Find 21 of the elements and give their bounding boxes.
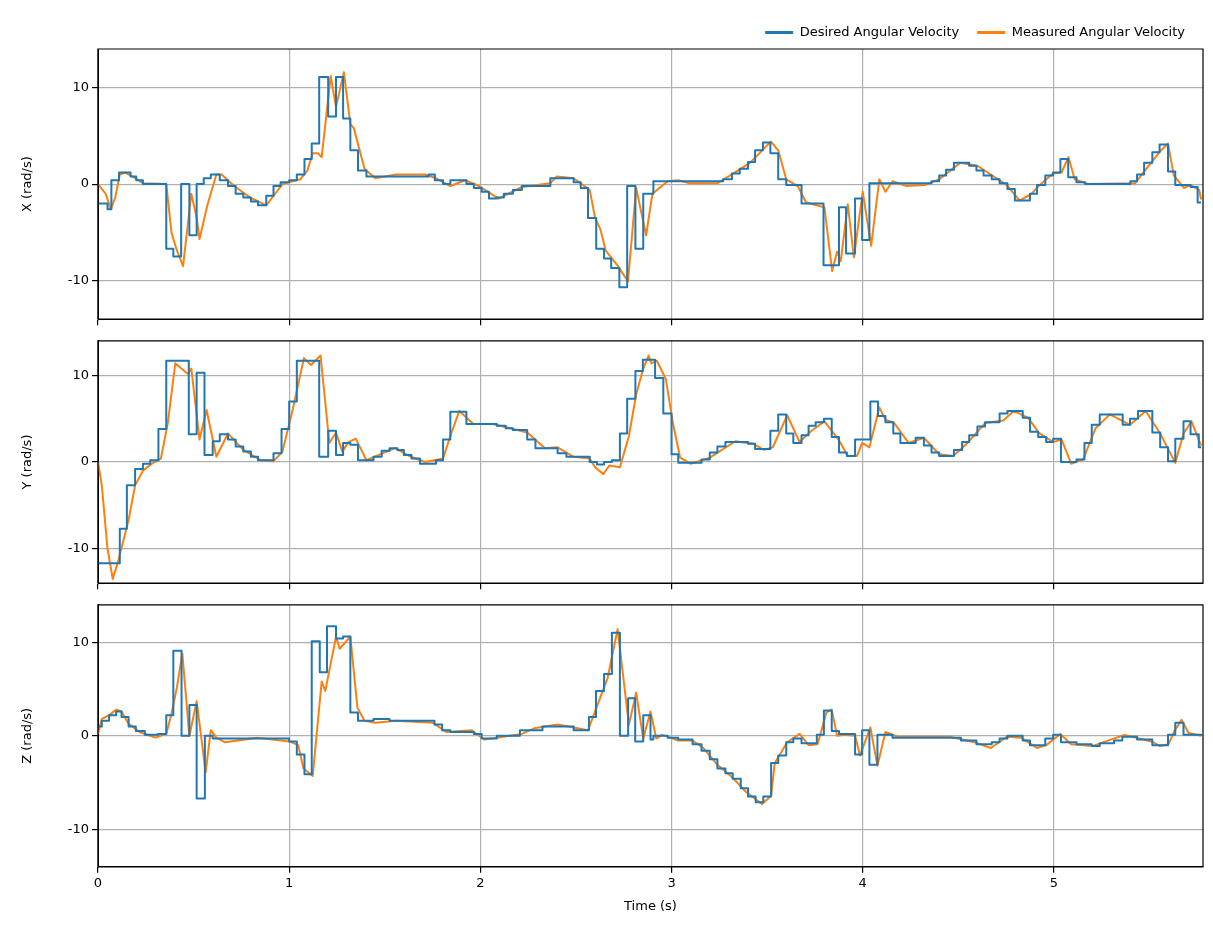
y-tick-label: -10 [67, 271, 89, 287]
x-tick-label: 3 [667, 874, 676, 890]
y-axis-title: X (rad/s) [19, 156, 35, 213]
y-tick-label: 0 [80, 453, 89, 469]
y-tick-label: 10 [72, 366, 89, 382]
y-tick-label: -10 [67, 539, 89, 555]
x-tick-label: 1 [285, 874, 294, 890]
x-tick-label: 4 [858, 874, 867, 890]
y-tick-label: 10 [72, 78, 89, 94]
y-axis-title: Z (rad/s) [19, 707, 35, 764]
legend-label: Measured Angular Velocity [1011, 23, 1186, 39]
y-tick-label: 0 [80, 175, 89, 191]
y-axis-title: Y (rad/s) [19, 434, 35, 491]
x-tick-label: 0 [93, 874, 103, 890]
y-tick-label: 0 [80, 727, 89, 743]
x-tick-label: 2 [476, 874, 485, 890]
y-tick-label: -10 [67, 820, 89, 836]
legend-label: Desired Angular Velocity [799, 23, 960, 39]
x-axis-title: Time (s) [623, 897, 677, 913]
y-tick-label: 10 [72, 633, 89, 649]
x-tick-label: 5 [1049, 874, 1059, 890]
